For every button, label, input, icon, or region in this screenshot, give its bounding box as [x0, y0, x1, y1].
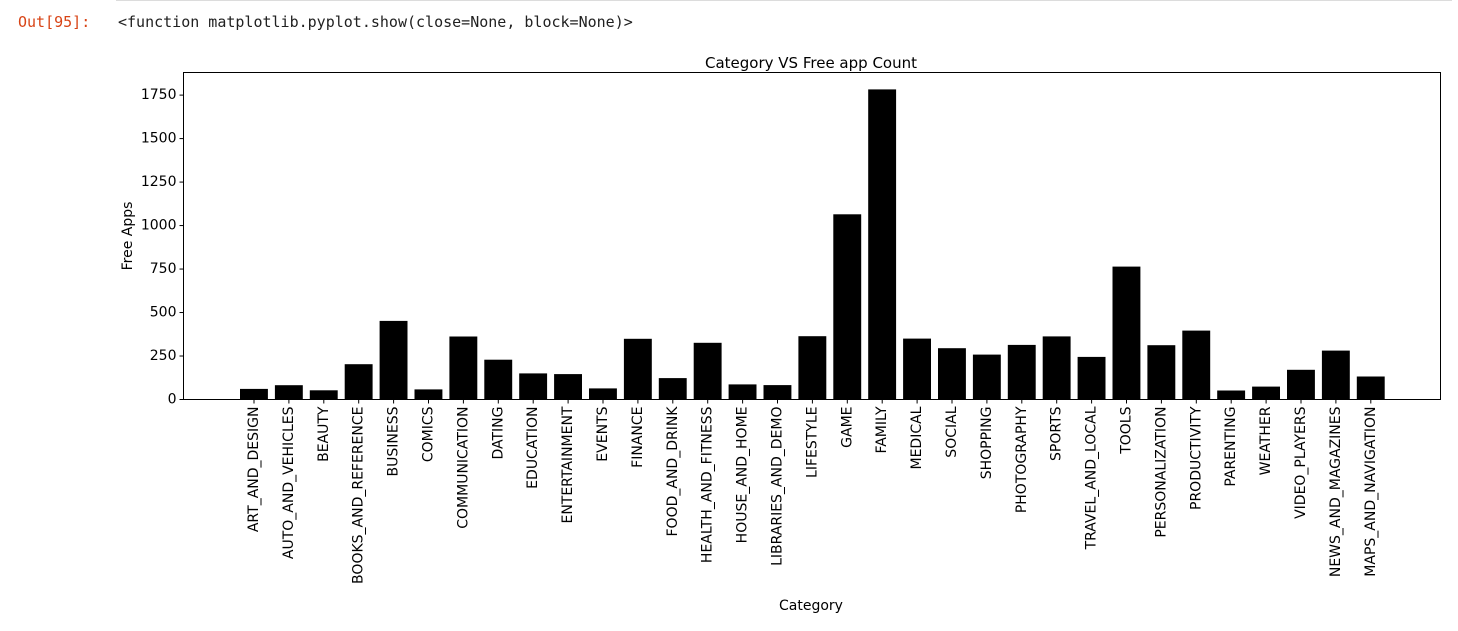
x-tick-label: AUTO_AND_VEHICLES — [281, 406, 297, 559]
bar-game — [833, 214, 862, 400]
x-axis-label: Category — [779, 598, 843, 614]
bar-productivity — [1182, 330, 1211, 400]
y-tick-label: 0 — [168, 392, 177, 408]
bar-maps-and-navigation — [1356, 376, 1385, 400]
bar-social — [938, 348, 966, 400]
y-tick-label: 500 — [150, 305, 177, 321]
bar-tools — [1112, 266, 1141, 400]
bar-art-and-design — [240, 388, 268, 400]
bar-auto-and-vehicles — [274, 385, 303, 400]
bar-weather — [1252, 386, 1280, 400]
x-tick-label: TOOLS — [1119, 406, 1135, 454]
x-tick-label: LIBRARIES_AND_DEMO — [770, 407, 786, 566]
x-tick-label: HEALTH_AND_FITNESS — [700, 406, 716, 563]
x-tick-label: PRODUCTIVITY — [1188, 406, 1204, 510]
x-tick-label: PHOTOGRAPHY — [1014, 406, 1030, 513]
bar-health-and-fitness — [693, 342, 722, 400]
y-tick-label: 1250 — [141, 174, 177, 190]
bar-books-and-reference — [344, 364, 373, 400]
x-tick-label: MEDICAL — [909, 406, 925, 469]
bar-family — [868, 89, 897, 400]
output-text: <function matplotlib.pyplot.show(close=N… — [118, 13, 633, 31]
x-tick-label: WEATHER — [1258, 406, 1274, 475]
y-tick-label: 750 — [150, 261, 177, 277]
x-tick-label: MAPS_AND_NAVIGATION — [1363, 407, 1379, 577]
x-tick-label: GAME — [839, 407, 855, 448]
bar-events — [589, 388, 617, 400]
bar-beauty — [309, 390, 338, 400]
bar-education — [519, 373, 548, 400]
cell-top-border — [116, 0, 1452, 1]
x-tick-label: SOCIAL — [944, 406, 960, 457]
x-tick-label: PERSONALIZATION — [1153, 407, 1169, 538]
y-tick-label: 1750 — [141, 87, 177, 103]
x-tick-label: SPORTS — [1049, 406, 1065, 461]
x-tick-label: EDUCATION — [525, 407, 541, 489]
x-tick-label: ENTERTAINMENT — [560, 406, 576, 523]
x-tick-label: VIDEO_PLAYERS — [1293, 406, 1309, 519]
x-tick-label: SHOPPING — [979, 407, 995, 480]
bar-comics — [414, 389, 443, 400]
x-tick-label: LIFESTYLE — [804, 407, 820, 478]
bar-house-and-home — [728, 384, 757, 400]
bar-news-and-magazines — [1321, 350, 1350, 400]
output-prompt: Out[95]: — [18, 13, 91, 31]
x-tick-label: EVENTS — [595, 406, 611, 461]
bar-shopping — [972, 354, 1001, 400]
bar-finance — [623, 338, 652, 400]
y-ticks-group: 0 250 500 750 1000 1250 1500 1750 — [141, 87, 184, 408]
bar-personalization — [1147, 345, 1176, 400]
x-tick-label: FINANCE — [630, 407, 646, 468]
bar-medical — [903, 338, 931, 400]
x-tick-label: ART_AND_DESIGN — [246, 407, 262, 533]
bar-travel-and-local — [1077, 356, 1106, 400]
bar-photography — [1007, 344, 1036, 400]
y-tick-label: 1000 — [141, 218, 177, 234]
x-tick-label: DATING — [490, 407, 506, 460]
x-ticks-group: ART_AND_DESIGN AUTO_AND_VEHICLES BEAUTY BOO… — [246, 399, 1379, 584]
x-tick-label: BUSINESS — [386, 406, 402, 476]
x-tick-label: NEWS_AND_MAGAZINES — [1328, 406, 1344, 577]
plot-frame — [183, 72, 1441, 400]
x-tick-label: HOUSE_AND_HOME — [735, 407, 751, 544]
bar-sports — [1042, 336, 1071, 400]
bar-food-and-drink — [658, 378, 687, 400]
bar-entertainment — [554, 374, 582, 400]
bar-video-players — [1287, 369, 1315, 400]
bar-libraries-and-demo — [763, 385, 792, 400]
x-tick-label: FAMILY — [874, 406, 890, 453]
x-tick-label: COMMUNICATION — [455, 407, 471, 529]
bar-communication — [449, 336, 478, 400]
x-tick-label: BOOKS_AND_REFERENCE — [351, 407, 367, 584]
bar-business — [379, 320, 408, 400]
bars-group — [240, 89, 1385, 400]
chart-title: Category VS Free app Count — [705, 54, 917, 72]
x-tick-label: FOOD_AND_DRINK — [665, 406, 681, 537]
y-tick-label: 1500 — [141, 131, 177, 147]
x-tick-label: PARENTING — [1223, 407, 1239, 487]
x-tick-label: BEAUTY — [316, 406, 332, 462]
x-tick-label: COMICS — [421, 406, 437, 462]
bar-parenting — [1217, 390, 1246, 400]
x-tick-label: TRAVEL_AND_LOCAL — [1084, 406, 1100, 550]
y-axis-label: Free Apps — [120, 202, 136, 271]
bar-dating — [484, 359, 513, 400]
bar-lifestyle — [798, 336, 827, 400]
y-tick-label: 250 — [150, 348, 177, 364]
